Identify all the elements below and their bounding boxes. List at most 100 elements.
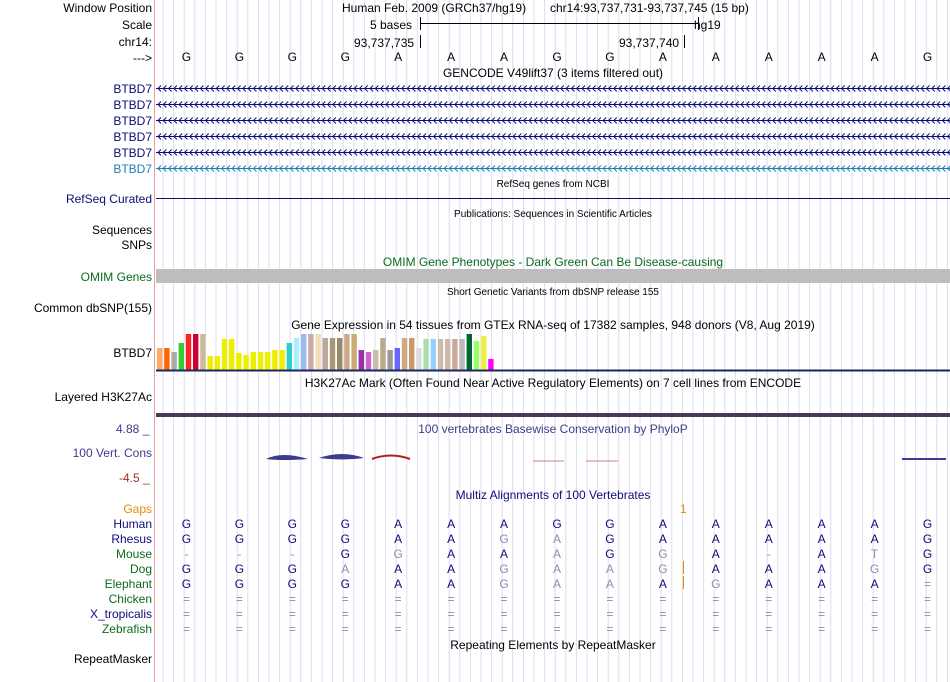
gtex-bar[interactable] bbox=[236, 353, 242, 370]
gencode-item-label[interactable]: BTBD7 bbox=[113, 162, 152, 176]
gencode-item-label[interactable]: BTBD7 bbox=[113, 82, 152, 96]
aligned-base: = bbox=[818, 592, 826, 606]
gtex-bar[interactable] bbox=[373, 350, 379, 370]
gtex-bar[interactable] bbox=[358, 350, 364, 370]
gtex-bar[interactable] bbox=[178, 343, 184, 370]
gtex-bar[interactable] bbox=[365, 352, 372, 370]
gtex-bar[interactable] bbox=[315, 334, 321, 370]
gtex-bar[interactable] bbox=[286, 343, 292, 370]
gtex-bar[interactable] bbox=[481, 336, 487, 370]
gtex-bar[interactable] bbox=[171, 352, 177, 370]
gtex-bar[interactable] bbox=[221, 339, 228, 370]
gtex-bar[interactable] bbox=[293, 338, 300, 370]
aligned-base: = bbox=[659, 622, 667, 636]
gtex-bar[interactable] bbox=[185, 334, 192, 370]
repeatmasker-label[interactable]: RepeatMasker bbox=[73, 652, 152, 666]
strand-arrow-label: ---> bbox=[133, 51, 152, 65]
h3k27ac-label[interactable]: Layered H3K27Ac bbox=[54, 390, 152, 404]
aligned-base: A bbox=[658, 517, 667, 531]
gtex-bar[interactable] bbox=[344, 334, 350, 370]
ref-base: A bbox=[658, 50, 667, 64]
gtex-chart[interactable] bbox=[156, 332, 950, 372]
gencode-item-label[interactable]: BTBD7 bbox=[113, 146, 152, 160]
gtex-bar[interactable] bbox=[466, 334, 472, 370]
gtex-bar[interactable] bbox=[250, 352, 256, 370]
gtex-bar[interactable] bbox=[387, 350, 393, 370]
gencode-transcript[interactable] bbox=[156, 85, 950, 92]
gencode-transcript[interactable] bbox=[156, 117, 950, 124]
phylop-label[interactable]: 100 Vert. Cons bbox=[72, 446, 152, 460]
species-label[interactable]: Rhesus bbox=[111, 532, 152, 546]
aligned-base: = bbox=[765, 607, 773, 621]
gtex-bar[interactable] bbox=[265, 352, 271, 370]
gtex-bar[interactable] bbox=[279, 350, 285, 370]
gtex-bar[interactable] bbox=[164, 348, 170, 370]
gencode-item-label[interactable]: BTBD7 bbox=[113, 114, 152, 128]
gtex-bar[interactable] bbox=[459, 339, 465, 370]
h3k27ac-signal[interactable] bbox=[156, 413, 950, 417]
refseq-gene-line[interactable] bbox=[156, 198, 950, 199]
gtex-bar[interactable] bbox=[473, 341, 480, 370]
gtex-bar[interactable] bbox=[207, 356, 213, 370]
species-label[interactable]: Human bbox=[113, 517, 152, 531]
gencode-transcript[interactable] bbox=[156, 149, 950, 156]
gtex-bar[interactable] bbox=[193, 334, 199, 370]
gtex-bar[interactable] bbox=[452, 339, 458, 370]
gtex-bar[interactable] bbox=[430, 339, 436, 370]
species-label[interactable]: Chicken bbox=[108, 592, 152, 606]
gtex-bar[interactable] bbox=[351, 334, 357, 370]
dbsnp-label[interactable]: Common dbSNP(155) bbox=[33, 301, 152, 315]
gtex-label[interactable]: BTBD7 bbox=[113, 346, 152, 360]
gtex-bar[interactable] bbox=[243, 355, 249, 370]
gtex-bar[interactable] bbox=[394, 348, 400, 370]
gtex-bar[interactable] bbox=[337, 338, 343, 370]
gaps-label[interactable]: Gaps bbox=[123, 502, 152, 516]
gtex-bar[interactable] bbox=[380, 338, 386, 370]
species-label[interactable]: Dog bbox=[129, 562, 152, 576]
gtex-bar[interactable] bbox=[329, 338, 336, 370]
gtex-bar[interactable] bbox=[409, 338, 415, 370]
gtex-bar[interactable] bbox=[308, 334, 314, 370]
snps-label[interactable]: SNPs bbox=[121, 238, 152, 252]
omim-bar[interactable] bbox=[156, 269, 950, 283]
gtex-bar[interactable] bbox=[301, 334, 307, 370]
phylop-ymin: -4.5 _ bbox=[119, 471, 150, 485]
gtex-bar[interactable] bbox=[437, 339, 444, 370]
phylop-plot[interactable] bbox=[156, 448, 950, 468]
gencode-transcript[interactable] bbox=[156, 101, 950, 108]
species-label[interactable]: Elephant bbox=[104, 577, 152, 591]
gtex-bar[interactable] bbox=[229, 339, 235, 370]
species-label[interactable]: X_tropicalis bbox=[89, 607, 152, 621]
aligned-base: A bbox=[447, 577, 456, 591]
aligned-base: = bbox=[606, 592, 614, 606]
gencode-transcript[interactable] bbox=[156, 165, 950, 172]
pubs-title: Publications: Sequences in Scientific Ar… bbox=[454, 209, 652, 220]
gencode-item-label[interactable]: BTBD7 bbox=[113, 98, 152, 112]
gtex-bar[interactable] bbox=[157, 348, 163, 370]
aligned-base: = bbox=[394, 607, 402, 621]
gtex-bar[interactable] bbox=[423, 339, 429, 370]
gencode-tracks[interactable] bbox=[156, 81, 950, 177]
gtex-bar[interactable] bbox=[272, 350, 278, 370]
gtex-bar[interactable] bbox=[214, 356, 220, 370]
gtex-bar[interactable] bbox=[416, 348, 422, 370]
gtex-bar[interactable] bbox=[401, 338, 408, 370]
refseq-label[interactable]: RefSeq Curated bbox=[65, 192, 152, 206]
gtex-bar[interactable] bbox=[257, 352, 264, 370]
aligned-base: G bbox=[234, 562, 245, 576]
aligned-base: A bbox=[447, 517, 456, 531]
gtex-bar[interactable] bbox=[200, 334, 206, 370]
gtex-bar[interactable] bbox=[488, 359, 494, 370]
gtex-bar[interactable] bbox=[445, 339, 451, 370]
omim-label[interactable]: OMIM Genes bbox=[80, 270, 152, 284]
gtex-bar[interactable] bbox=[322, 338, 328, 370]
aligned-base: A bbox=[711, 532, 720, 546]
species-label[interactable]: Mouse bbox=[115, 547, 152, 561]
gencode-item-label[interactable]: BTBD7 bbox=[113, 130, 152, 144]
gencode-transcript[interactable] bbox=[156, 133, 950, 140]
species-label[interactable]: Zebrafish bbox=[101, 622, 152, 636]
pubs-label[interactable]: Sequences bbox=[91, 223, 152, 237]
